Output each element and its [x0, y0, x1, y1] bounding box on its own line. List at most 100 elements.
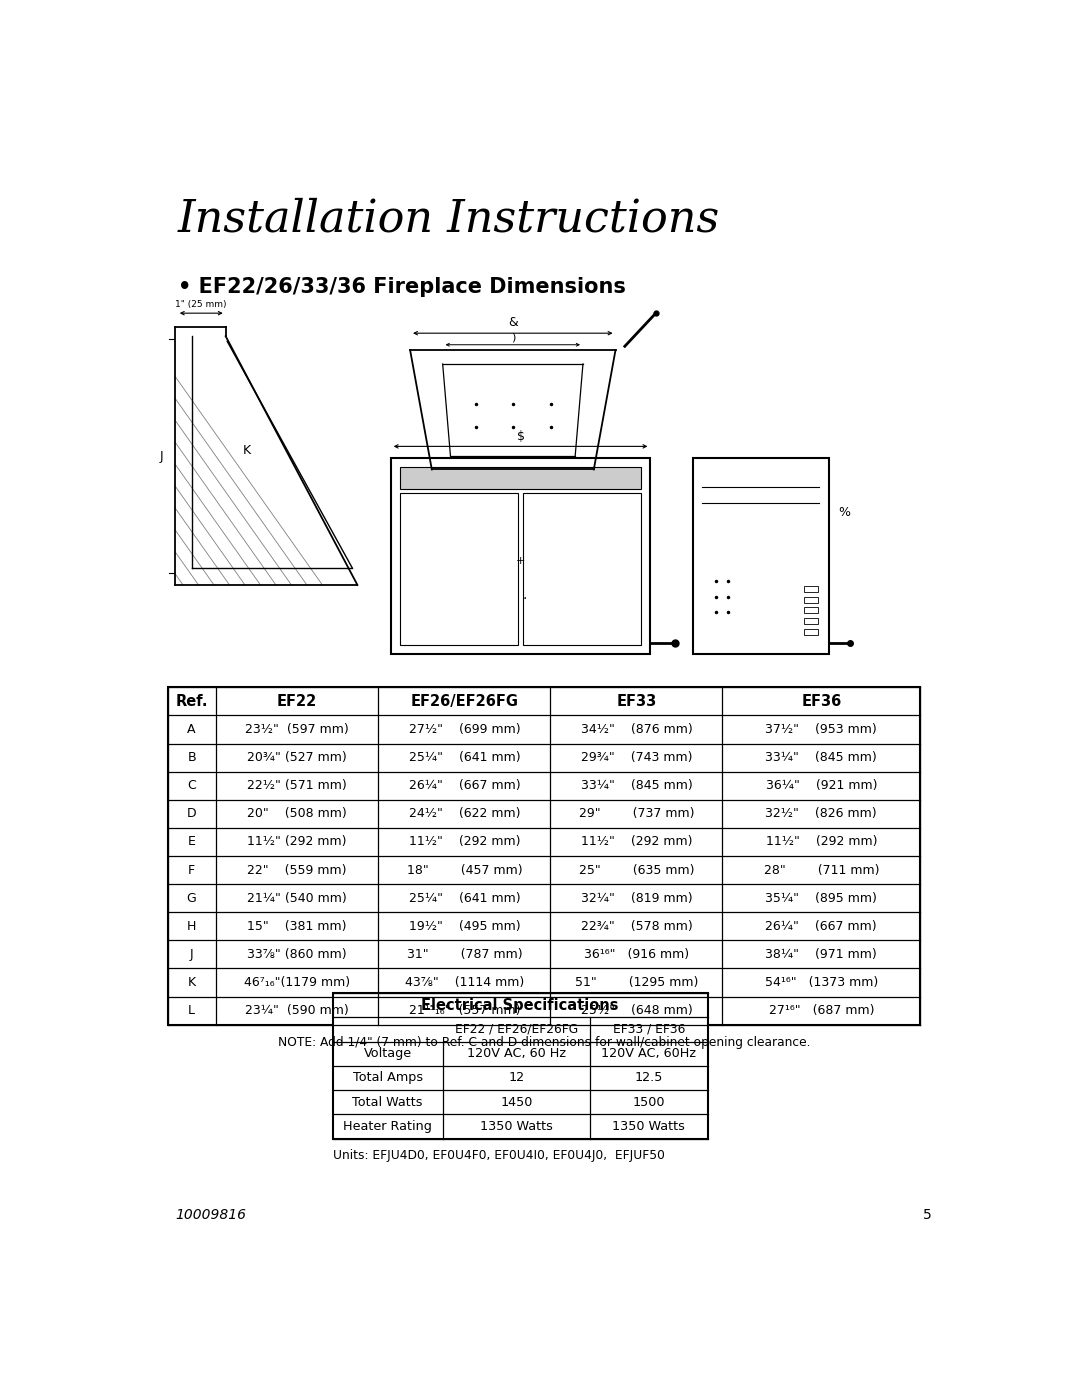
Text: 19½"    (495 mm): 19½" (495 mm) [408, 919, 521, 933]
Text: 51"        (1295 mm): 51" (1295 mm) [575, 977, 698, 989]
Text: 46⁷₁₆"(1179 mm): 46⁷₁₆"(1179 mm) [244, 977, 350, 989]
Bar [804, 608, 818, 613]
Text: 25¼"    (641 mm): 25¼" (641 mm) [408, 752, 521, 764]
Bar [804, 617, 818, 624]
Text: 20"    (508 mm): 20" (508 mm) [247, 807, 347, 820]
Text: G: G [187, 891, 197, 905]
Text: 1350 Watts: 1350 Watts [480, 1120, 553, 1133]
Text: EF22: EF22 [276, 694, 318, 708]
Text: 5: 5 [923, 1208, 932, 1222]
Text: 12.5: 12.5 [635, 1071, 663, 1084]
Bar [333, 993, 707, 1139]
Text: 22½" (571 mm): 22½" (571 mm) [247, 780, 347, 792]
Text: EF33: EF33 [617, 694, 657, 708]
Text: 25"        (635 mm): 25" (635 mm) [579, 863, 694, 876]
Text: NOTE: Add 1/4" (7 mm) to Ref. C and D dimensions for wall/cabinet opening cleara: NOTE: Add 1/4" (7 mm) to Ref. C and D di… [278, 1037, 810, 1049]
Text: 33¼"    (845 mm): 33¼" (845 mm) [766, 752, 877, 764]
Text: 27½"    (699 mm): 27½" (699 mm) [408, 724, 521, 736]
Text: 26¼"    (667 mm): 26¼" (667 mm) [766, 919, 877, 933]
Text: 31"        (787 mm): 31" (787 mm) [406, 949, 523, 961]
Text: 32¼"    (819 mm): 32¼" (819 mm) [581, 891, 692, 905]
Text: A: A [187, 724, 195, 736]
Text: &: & [508, 316, 517, 330]
Text: H: H [187, 919, 197, 933]
Text: B: B [187, 752, 195, 764]
Text: 10009816: 10009816 [175, 1208, 246, 1222]
Text: 28"        (711 mm): 28" (711 mm) [764, 863, 879, 876]
Bar [400, 493, 518, 645]
Text: 15"    (381 mm): 15" (381 mm) [247, 919, 347, 933]
Text: 1450: 1450 [500, 1095, 532, 1109]
Text: 32½"    (826 mm): 32½" (826 mm) [766, 807, 877, 820]
Bar [391, 458, 650, 654]
Text: 26¼"    (667 mm): 26¼" (667 mm) [408, 780, 521, 792]
Text: Electrical Specifications: Electrical Specifications [421, 997, 619, 1013]
Text: 36¹⁶"   (916 mm): 36¹⁶" (916 mm) [584, 949, 689, 961]
Bar [804, 585, 818, 592]
Bar [693, 458, 828, 654]
Bar [400, 467, 642, 489]
Text: C: C [187, 780, 195, 792]
Bar [167, 687, 920, 1024]
Text: Units: EFJU4D0, EF0U4F0, EF0U4I0, EF0U4J0,  EFJUF50: Units: EFJU4D0, EF0U4F0, EF0U4I0, EF0U4J… [333, 1150, 664, 1162]
Text: 21¼" (540 mm): 21¼" (540 mm) [247, 891, 347, 905]
Text: J: J [190, 949, 193, 961]
Text: 36¼"    (921 mm): 36¼" (921 mm) [766, 780, 877, 792]
Text: 11½" (292 mm): 11½" (292 mm) [247, 835, 347, 848]
Text: 1" (25 mm): 1" (25 mm) [175, 300, 227, 309]
Text: 12: 12 [509, 1071, 525, 1084]
Text: J: J [160, 450, 163, 462]
Text: 20¾" (527 mm): 20¾" (527 mm) [247, 752, 347, 764]
Text: K: K [243, 444, 251, 457]
Text: 1350 Watts: 1350 Watts [612, 1120, 686, 1133]
Text: 23¼"  (590 mm): 23¼" (590 mm) [245, 1004, 349, 1017]
Text: 21¹⁵₁₆"  (557 mm): 21¹⁵₁₆" (557 mm) [408, 1004, 521, 1017]
Text: $: $ [516, 429, 525, 443]
Bar [804, 597, 818, 602]
Text: EF33 / EF36: EF33 / EF36 [612, 1023, 685, 1037]
Text: 22¾"    (578 mm): 22¾" (578 mm) [581, 919, 692, 933]
Text: Heater Rating: Heater Rating [343, 1120, 432, 1133]
Text: +: + [516, 556, 525, 566]
Text: 33¼"    (845 mm): 33¼" (845 mm) [581, 780, 692, 792]
Text: 23½"  (597 mm): 23½" (597 mm) [245, 724, 349, 736]
Text: 22"    (559 mm): 22" (559 mm) [247, 863, 347, 876]
Text: D: D [187, 807, 197, 820]
Text: Ref.: Ref. [175, 694, 207, 708]
Text: 11½"    (292 mm): 11½" (292 mm) [581, 835, 692, 848]
Text: 38¼"    (971 mm): 38¼" (971 mm) [766, 949, 877, 961]
Text: 18"        (457 mm): 18" (457 mm) [406, 863, 523, 876]
Text: 27¹⁶"   (687 mm): 27¹⁶" (687 mm) [769, 1004, 874, 1017]
Text: ·: · [523, 592, 527, 606]
Text: E: E [188, 835, 195, 848]
Text: 29¾"    (743 mm): 29¾" (743 mm) [581, 752, 692, 764]
Text: 34½"    (876 mm): 34½" (876 mm) [581, 724, 692, 736]
Text: EF26/EF26FG: EF26/EF26FG [410, 694, 518, 708]
Text: 25¼"    (641 mm): 25¼" (641 mm) [408, 891, 521, 905]
Text: 11½"    (292 mm): 11½" (292 mm) [408, 835, 521, 848]
Text: 43⅞"    (1114 mm): 43⅞" (1114 mm) [405, 977, 524, 989]
Text: ): ) [511, 332, 515, 342]
Text: • EF22/26/33/36 Fireplace Dimensions: • EF22/26/33/36 Fireplace Dimensions [177, 277, 625, 298]
Text: 24½"    (622 mm): 24½" (622 mm) [408, 807, 521, 820]
Text: 33⅞" (860 mm): 33⅞" (860 mm) [247, 949, 347, 961]
Text: 54¹⁶"   (1373 mm): 54¹⁶" (1373 mm) [765, 977, 878, 989]
Text: L: L [188, 1004, 195, 1017]
Text: %: % [838, 506, 850, 520]
Bar [804, 629, 818, 636]
Text: 11½"    (292 mm): 11½" (292 mm) [766, 835, 877, 848]
Text: K: K [188, 977, 195, 989]
Text: 120V AC, 60Hz: 120V AC, 60Hz [602, 1048, 697, 1060]
Text: EF22 / EF26/EF26FG: EF22 / EF26/EF26FG [455, 1023, 578, 1037]
Text: 37½"    (953 mm): 37½" (953 mm) [766, 724, 877, 736]
Text: Voltage: Voltage [364, 1048, 411, 1060]
Text: 25½"    (648 mm): 25½" (648 mm) [581, 1004, 692, 1017]
Text: Total Amps: Total Amps [352, 1071, 422, 1084]
Text: EF36: EF36 [801, 694, 841, 708]
Text: 35¼"    (895 mm): 35¼" (895 mm) [766, 891, 877, 905]
Text: Total Watts: Total Watts [352, 1095, 423, 1109]
Text: 120V AC, 60 Hz: 120V AC, 60 Hz [467, 1048, 566, 1060]
Text: 1500: 1500 [633, 1095, 665, 1109]
Text: 29"        (737 mm): 29" (737 mm) [579, 807, 694, 820]
Bar [523, 493, 642, 645]
